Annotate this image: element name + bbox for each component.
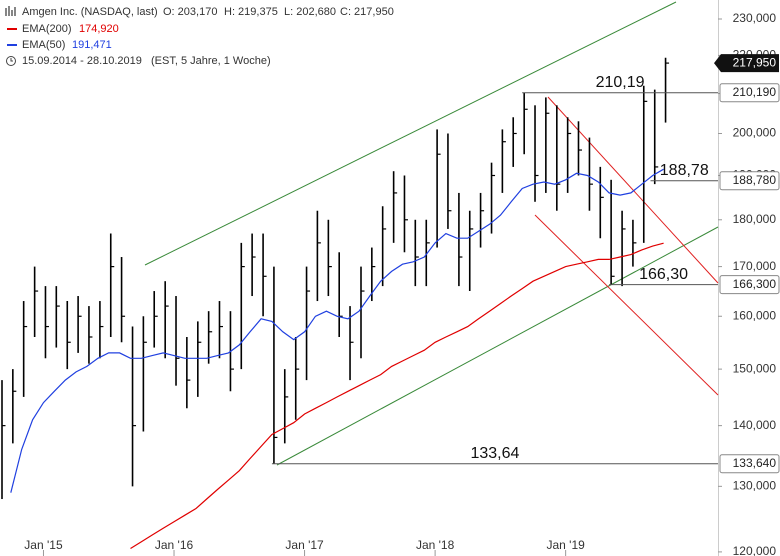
ema-line: [10, 168, 664, 493]
quote-open: O: 203,170: [163, 6, 217, 18]
clock-hands: [10, 58, 13, 62]
down-channel-upper: [547, 96, 719, 284]
quote-high: H: 219,375: [224, 6, 278, 18]
legend-value: 191,471: [72, 39, 112, 51]
level-axis-label: 210,190: [733, 85, 777, 99]
level-axis-label: 133,640: [733, 456, 777, 470]
last-box: [714, 54, 779, 73]
legend-label: EMA(50): [22, 39, 65, 51]
y-tick-label: 200,000: [733, 126, 777, 140]
period: 15.09.2014 - 28.10.2019: [22, 55, 142, 67]
x-tick-label: Jan '18: [416, 538, 455, 552]
y-tick-label: 230,000: [733, 11, 777, 25]
legend-value: 174,920: [79, 23, 119, 35]
last-label: 217,950: [733, 55, 777, 69]
price-bars: [1, 57, 670, 500]
chart-icon: [5, 6, 16, 16]
header: Amgen Inc. (NASDAQ, last) O: 203,170 H: …: [5, 6, 394, 67]
quote-close: C: 217,950: [340, 6, 394, 18]
level-box: [719, 171, 780, 191]
level-axis-label: 188,780: [733, 173, 777, 187]
level-label: 210,19: [596, 74, 645, 91]
clock-icon: [6, 56, 16, 66]
quote-low: L: 202,680: [284, 6, 336, 18]
chart-title: Amgen Inc. (NASDAQ, last): [22, 6, 158, 18]
y-tick-label: 180,000: [733, 212, 777, 226]
x-tick-label: Jan '17: [285, 538, 324, 552]
level-box: [719, 275, 780, 295]
x-tick-label: Jan '16: [155, 538, 194, 552]
level-label: 133,64: [470, 445, 519, 462]
y-tick-label: 170,000: [733, 259, 777, 273]
x-tick-label: Jan '15: [24, 538, 63, 552]
y-tick-label: 140,000: [733, 418, 777, 432]
level-label: 188,78: [660, 162, 709, 179]
level-box: [719, 83, 780, 103]
level-axis-label: 166,300: [733, 277, 777, 291]
x-tick-label: Jan '19: [546, 538, 585, 552]
y-tick-label: 120,000: [733, 544, 777, 556]
channel-lower: [276, 226, 719, 466]
ema-line: [130, 242, 664, 550]
channel-upper: [144, 1, 677, 266]
y-tick-label: 150,000: [733, 361, 777, 375]
down-channel-lower: [534, 214, 719, 396]
y-tick-label: 130,000: [733, 479, 777, 493]
level-box: [719, 454, 780, 474]
legend-label: EMA(200): [22, 23, 72, 35]
y-tick-label: 160,000: [733, 308, 777, 322]
level-label: 166,30: [639, 266, 688, 283]
period-note: (EST, 5 Jahre, 1 Woche): [151, 55, 271, 67]
